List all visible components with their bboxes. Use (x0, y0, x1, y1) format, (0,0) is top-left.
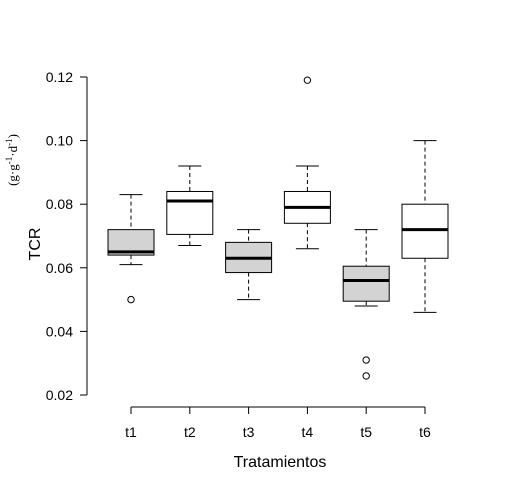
box-t4 (283, 76, 331, 250)
box-t2 (166, 165, 214, 247)
y-tick-label: 0.08 (46, 196, 73, 212)
box-t6 (401, 140, 449, 313)
x-tick-label: t2 (184, 424, 196, 440)
unit-part-2: ·d (5, 145, 20, 156)
outlier-point (362, 372, 370, 380)
unit-exp-1: -1 (4, 157, 14, 165)
unit-part-3: ) (5, 134, 20, 138)
box-t5 (342, 229, 390, 380)
unit-exp-2: -1 (4, 138, 14, 146)
box-t1 (107, 194, 155, 304)
x-tick-label: t6 (419, 424, 431, 440)
y-axis-unit: (g·g-1·d-1) (4, 134, 20, 186)
y-tick-label: 0.06 (46, 260, 73, 276)
x-tick-label: t5 (360, 424, 372, 440)
y-axis: 0.02 0.04 0.06 0.08 0.10 0.12 (46, 69, 88, 403)
y-tick-label: 0.02 (46, 387, 73, 403)
y-tick-label: 0.04 (46, 323, 73, 339)
iqr-box (166, 190, 214, 235)
y-tick-label: 0.12 (46, 69, 73, 85)
iqr-box (342, 265, 390, 302)
unit-part-1: (g·g (5, 164, 20, 186)
boxes (107, 76, 449, 380)
y-tick-label: 0.10 (46, 133, 73, 149)
outlier-point (303, 76, 312, 84)
x-tick-label: t4 (302, 424, 314, 440)
x-axis-title: Tratamientos (234, 454, 327, 471)
box-t3 (225, 229, 273, 301)
x-axis: t1 t2 t3 t4 t5 t6 (125, 406, 431, 440)
x-tick-label: t1 (125, 424, 137, 440)
outlier-point (362, 356, 370, 364)
iqr-box (401, 203, 449, 259)
y-axis-title: TCR (27, 228, 44, 261)
outlier-point (127, 295, 135, 304)
x-tick-label: t3 (243, 424, 255, 440)
